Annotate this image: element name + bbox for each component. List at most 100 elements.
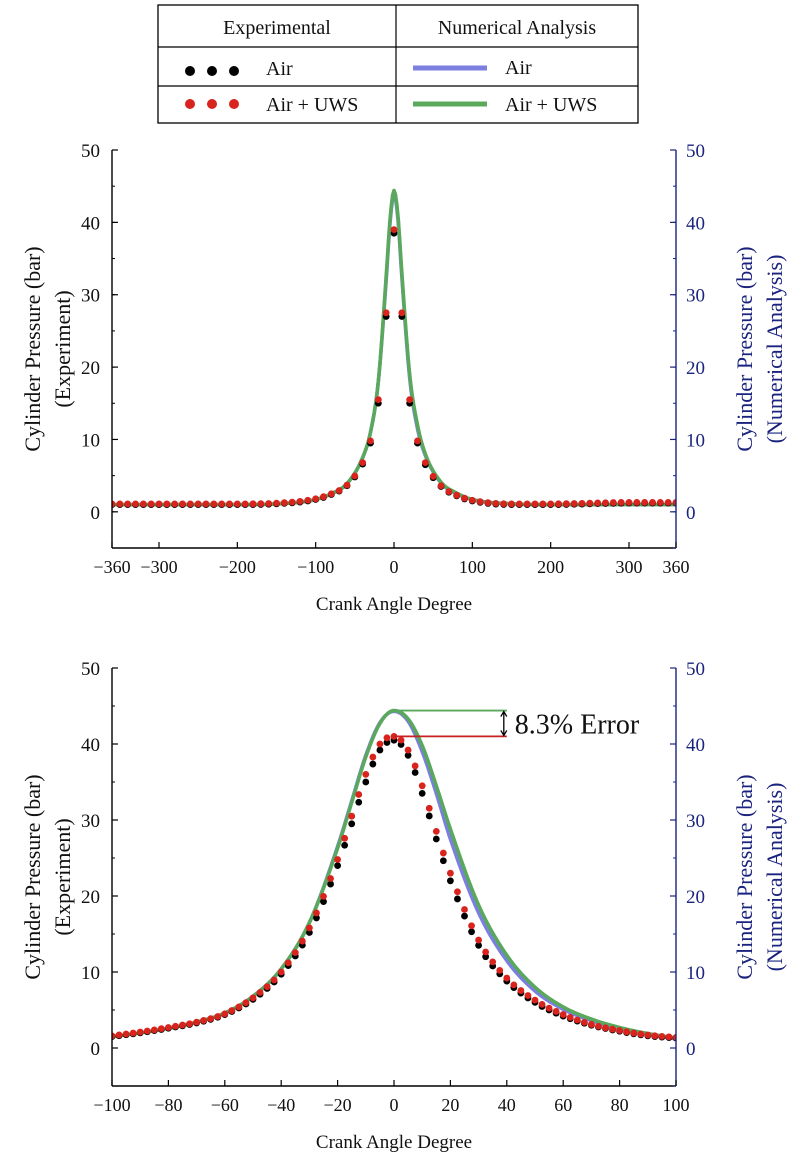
y-tick-label-left: 30 [81,286,100,307]
data-point [517,987,525,994]
data-point [496,966,504,974]
data-point [163,500,171,508]
data-point [461,912,468,920]
data-point [320,892,327,900]
data-point [147,500,155,508]
y-axis-label-right: Cylinder Pressure (bar) [732,246,757,451]
data-point [566,1014,574,1021]
data-point [397,736,405,744]
y-tick-label-right: 10 [686,963,705,984]
data-point [390,226,398,234]
chart-top: 0 0 10 10 20 20 30 30 40 40 50 50 −360 −300 −200 −100 0 1… [20,141,787,615]
legend-marker-exp-air [185,66,239,76]
legend-header-numerical: Numerical Analysis [438,17,597,39]
data-point [296,497,304,505]
legend-label-exp-air-uws: Air + UWS [266,94,358,116]
data-point [404,746,412,754]
y-tick-label-left: 20 [81,358,100,379]
x-axis-label: Crank Angle Degree [316,594,472,615]
y-axis-label-left-sub: (Experiment) [50,290,75,407]
data-point [649,499,656,506]
data-point [313,909,320,917]
data-point [221,1010,229,1018]
data-point [273,499,280,507]
data-point [228,1007,236,1014]
data-point [468,928,475,936]
data-point [538,1000,546,1008]
data-point [510,981,518,989]
x-tick-label: 300 [616,557,643,577]
x-tick-label: 360 [663,557,690,577]
data-point [617,499,625,506]
data-point [578,499,586,507]
data-point [284,959,292,967]
x-tick-label: −360 [93,557,130,577]
data-point [139,500,147,508]
data-point [348,820,356,828]
data-point [351,472,359,480]
data-point [369,753,377,761]
data-point [327,880,334,888]
legend-label-num-air: Air [505,57,532,79]
data-point [280,499,288,507]
data-point [334,856,341,863]
data-point [320,898,327,906]
data-point [609,499,617,506]
series-points-air-bottom [112,736,676,1042]
x-tick-label: 80 [611,1095,629,1115]
data-point [461,494,468,502]
data-point [411,762,419,770]
data-point [531,996,539,1004]
data-point [115,1031,123,1039]
data-point [445,488,453,495]
data-point [341,841,349,849]
data-point [539,500,547,508]
legend-marker-exp-air-uws [185,99,239,109]
data-point [672,1033,676,1041]
data-point [432,835,440,843]
data-point [186,1020,193,1028]
plot-area-bottom [112,708,676,1042]
data-point [503,974,511,982]
y-axis-label-left-sub: (Experiment) [50,818,75,935]
x-tick-label: −40 [267,1095,295,1115]
data-point [573,1016,581,1024]
data-point [630,1029,638,1037]
data-point [193,1018,201,1026]
data-point [343,481,351,489]
series-line-air-top [112,191,676,507]
data-point [265,500,273,507]
chart-bottom: 0 0 10 10 20 20 30 30 40 40 50 50 −100 −80 −60 −40 −20 0 2… [20,659,787,1153]
data-point [242,999,250,1007]
data-point [425,812,433,820]
data-point [398,309,406,317]
y-axis-label-left: Cylinder Pressure (bar) [20,246,45,451]
y-tick-label-left: 30 [81,811,100,832]
data-point [179,1021,186,1029]
data-point [602,1024,609,1032]
data-point [411,769,419,776]
data-point [637,1030,645,1038]
data-point [586,499,594,507]
x-tick-label: 0 [390,1095,399,1115]
data-point [429,472,437,480]
data-point [664,499,672,506]
plot-area-top [112,188,676,508]
data-point [362,771,370,778]
series-points-air-top [112,229,676,508]
data-point [277,968,285,976]
data-point [489,958,497,966]
data-point [288,498,296,506]
data-point [454,888,461,896]
data-point [406,396,414,404]
data-point [580,1018,588,1026]
data-point [439,849,447,857]
y-axis-label-right-sub: (Numerical Analysis) [762,783,787,972]
data-point [341,834,349,842]
data-point [202,500,210,508]
data-point [129,1029,137,1037]
data-point [214,1013,222,1020]
data-point [249,500,257,508]
data-point [348,812,356,820]
